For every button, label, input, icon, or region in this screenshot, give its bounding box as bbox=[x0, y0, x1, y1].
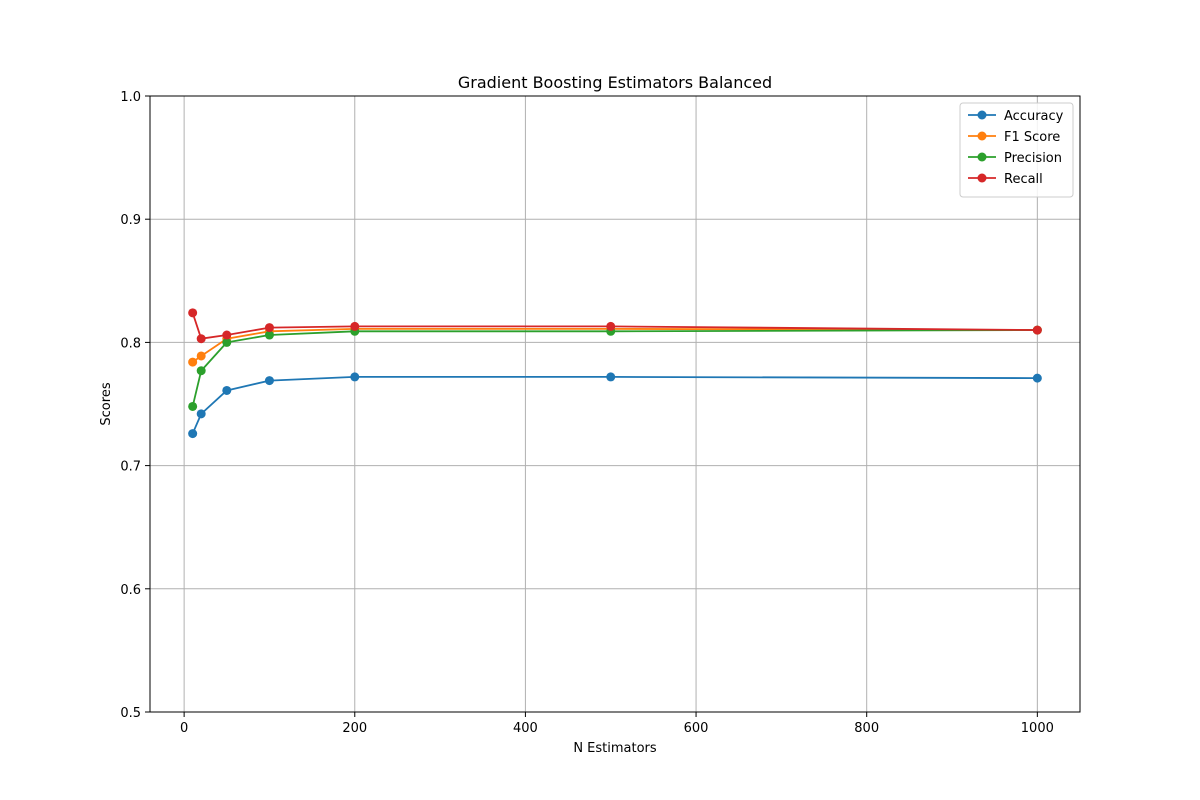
recall-point bbox=[606, 321, 616, 331]
recall-point bbox=[1032, 325, 1042, 335]
f1-score-point bbox=[196, 351, 206, 361]
accuracy-point bbox=[196, 409, 206, 419]
y-tick-label: 1.0 bbox=[120, 90, 141, 105]
recall-point bbox=[350, 321, 360, 331]
tick-layer: 0 200 400 600 800 1000 0.5 0.6 0.7 0.8 0.9 1.0 bbox=[120, 90, 1054, 736]
legend-item-f1-score: F1 Score bbox=[968, 130, 1060, 145]
precision-point bbox=[222, 337, 232, 347]
legend-label: F1 Score bbox=[1004, 130, 1060, 145]
legend-item-precision: Precision bbox=[968, 151, 1062, 166]
y-tick-label: 0.8 bbox=[120, 336, 141, 351]
series-recall bbox=[188, 308, 1042, 344]
x-tick-label: 1000 bbox=[1021, 721, 1054, 736]
recall-point bbox=[188, 308, 198, 318]
x-tick-label: 400 bbox=[513, 721, 538, 736]
chart-title: Gradient Boosting Estimators Balanced bbox=[458, 73, 772, 92]
accuracy-point bbox=[606, 372, 616, 382]
f1-score-point bbox=[188, 357, 198, 367]
precision-point bbox=[264, 330, 274, 340]
y-tick-label: 0.7 bbox=[120, 460, 141, 475]
series-accuracy bbox=[188, 372, 1042, 439]
y-tick-label: 0.6 bbox=[120, 583, 141, 598]
series-layer bbox=[188, 308, 1042, 439]
accuracy-point bbox=[350, 372, 360, 382]
y-tick-label: 0.9 bbox=[120, 213, 141, 228]
precision-point bbox=[196, 366, 206, 376]
x-axis-title: N Estimators bbox=[573, 741, 657, 756]
x-tick-label: 200 bbox=[342, 721, 367, 736]
accuracy-point bbox=[188, 429, 198, 439]
legend-swatch-marker bbox=[977, 173, 987, 183]
legend-item-accuracy: Accuracy bbox=[968, 109, 1064, 124]
accuracy-point bbox=[264, 376, 274, 386]
legend: Accuracy F1 Score Precision Recall bbox=[959, 102, 1074, 198]
precision-point bbox=[188, 401, 198, 411]
x-tick-label: 800 bbox=[854, 721, 879, 736]
recall-point bbox=[196, 334, 206, 344]
recall-point bbox=[222, 330, 232, 340]
legend-item-recall: Recall bbox=[968, 172, 1043, 187]
legend-label: Recall bbox=[1004, 172, 1043, 187]
x-tick-label: 0 bbox=[180, 721, 188, 736]
legend-swatch-marker bbox=[977, 131, 987, 141]
x-tick-label: 600 bbox=[684, 721, 709, 736]
legend-swatch-marker bbox=[977, 152, 987, 162]
accuracy-point bbox=[222, 385, 232, 395]
grid-layer bbox=[150, 95, 1080, 713]
plot-frame bbox=[149, 95, 1081, 713]
legend-label: Precision bbox=[1004, 151, 1062, 166]
legend-box bbox=[959, 102, 1074, 198]
legend-swatch-marker bbox=[977, 110, 987, 120]
y-axis-title: Scores bbox=[99, 382, 114, 425]
legend-label: Accuracy bbox=[1004, 109, 1064, 124]
y-tick-label: 0.5 bbox=[120, 706, 141, 721]
recall-point bbox=[264, 323, 274, 333]
accuracy-point bbox=[1032, 373, 1042, 383]
